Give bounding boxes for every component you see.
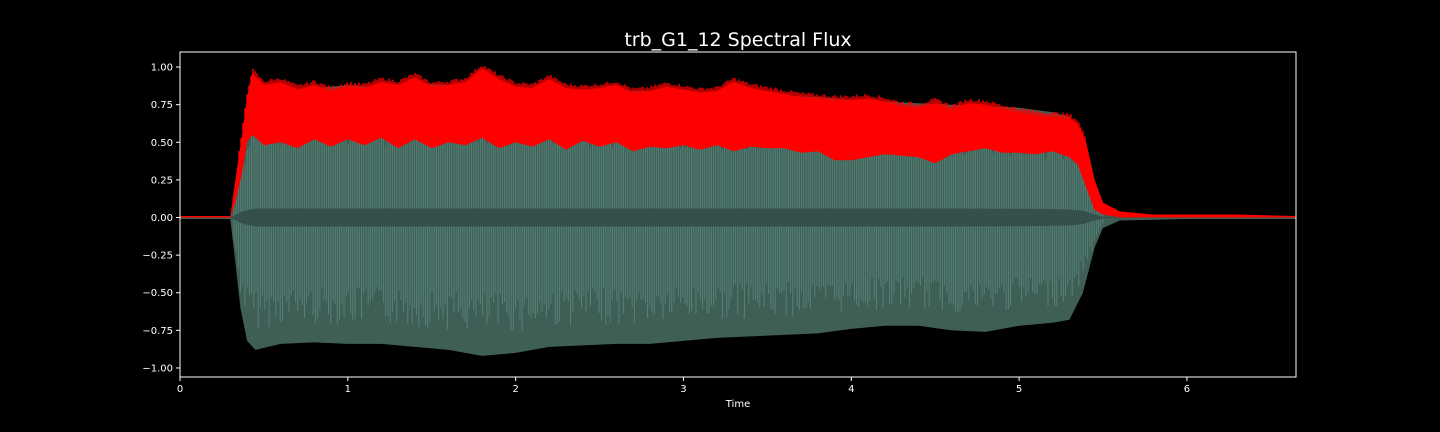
- x-axis-label: Time: [725, 399, 750, 410]
- spectral-flux-edge: [238, 66, 1086, 159]
- y-tick-label: −1.00: [142, 363, 173, 374]
- waveform-center-band: [180, 208, 1296, 227]
- y-tick-label: −0.25: [142, 251, 173, 262]
- plot-frame: [179, 51, 1297, 378]
- x-tick-label: 4: [848, 384, 854, 395]
- x-tick-label: 2: [512, 384, 518, 395]
- y-tick-label: −0.50: [142, 288, 173, 299]
- x-tick-label: 1: [345, 384, 351, 395]
- y-axis-ticks: −1.00 −0.75 −0.50 −0.25 0.00 0.25 0.50 0.75 1.00: [142, 63, 180, 374]
- y-tick-label: 0.50: [151, 138, 173, 149]
- y-tick-label: 0.25: [151, 175, 173, 186]
- x-axis-ticks: 0 1 2 3 4 5 6: [177, 377, 1190, 395]
- x-tick-label: 0: [177, 384, 183, 395]
- y-tick-label: 0.00: [151, 213, 173, 224]
- y-tick-label: 0.75: [151, 100, 173, 111]
- y-tick-label: −0.75: [142, 326, 173, 337]
- y-tick-label: 1.00: [151, 63, 173, 74]
- spectral-flux-band: [180, 68, 1296, 218]
- x-tick-label: 5: [1016, 384, 1022, 395]
- chart-title: trb_G1_12 Spectral Flux: [624, 29, 851, 51]
- flux-layer: [180, 66, 1296, 218]
- x-tick-label: 3: [680, 384, 686, 395]
- x-tick-label: 6: [1184, 384, 1190, 395]
